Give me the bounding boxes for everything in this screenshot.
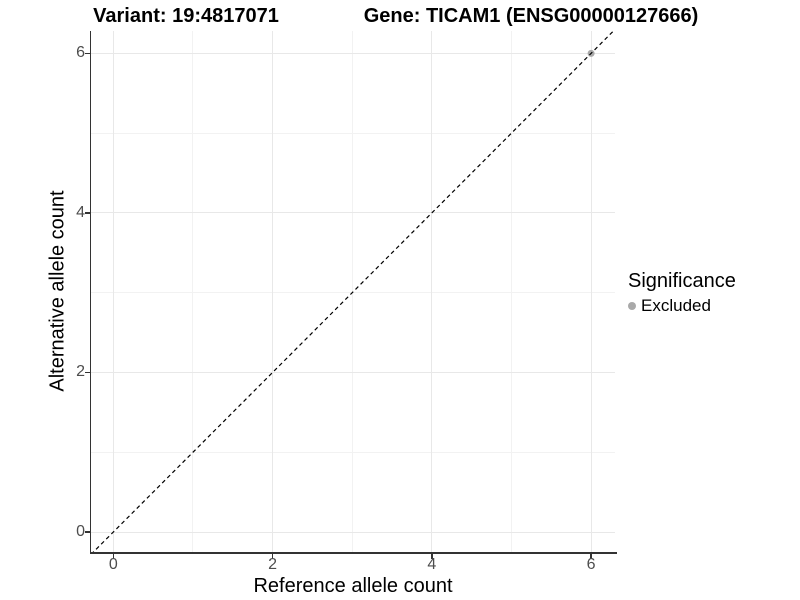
legend-item-label: Excluded	[641, 296, 711, 315]
minor-gridline-horizontal	[91, 451, 615, 453]
x-tick-mark	[590, 553, 592, 559]
y-tick-mark	[84, 52, 90, 55]
minor-gridline-vertical	[192, 31, 194, 552]
x-tick-label: 2	[268, 556, 278, 573]
plot-title-variant: Variant: 19:4817071	[93, 5, 279, 27]
minor-gridline-vertical	[351, 31, 353, 552]
minor-gridline-horizontal	[91, 132, 615, 134]
x-tick-mark	[271, 553, 274, 559]
x-axis-title: Reference allele count	[253, 575, 453, 597]
y-tick-label: 2	[76, 363, 85, 381]
y-tick-label: 6	[76, 44, 85, 62]
identity-reference-line	[92, 31, 615, 552]
x-tick-label: 6	[586, 556, 596, 573]
y-tick-label: 4	[76, 203, 85, 221]
major-gridline-vertical	[590, 31, 592, 552]
x-tick-mark	[112, 553, 115, 559]
major-gridline-horizontal	[91, 531, 615, 533]
legend: Significance Excluded	[628, 269, 736, 316]
plot-panel	[91, 31, 615, 552]
legend-item-excluded: Excluded	[628, 296, 736, 316]
x-tick-label: 0	[108, 556, 118, 573]
x-axis-line	[89, 552, 617, 554]
y-tick-label: 0	[76, 523, 85, 541]
major-gridline-horizontal	[91, 52, 615, 54]
major-gridline-vertical	[272, 31, 274, 552]
y-tick-mark	[84, 371, 90, 374]
plot-canvas	[92, 31, 615, 552]
minor-gridline-vertical	[510, 31, 512, 552]
major-gridline-vertical	[112, 31, 114, 552]
major-gridline-horizontal	[91, 212, 615, 214]
x-tick-mark	[431, 553, 433, 559]
major-gridline-vertical	[431, 31, 433, 552]
legend-title: Significance	[628, 270, 736, 292]
excluded-point-icon	[628, 302, 636, 310]
y-axis-line	[89, 31, 92, 554]
plot-title-gene: Gene: TICAM1 (ENSG00000127666)	[363, 5, 699, 27]
x-tick-label: 4	[427, 556, 437, 573]
y-tick-mark	[84, 531, 90, 533]
major-gridline-horizontal	[91, 371, 615, 373]
y-tick-mark	[84, 212, 90, 214]
